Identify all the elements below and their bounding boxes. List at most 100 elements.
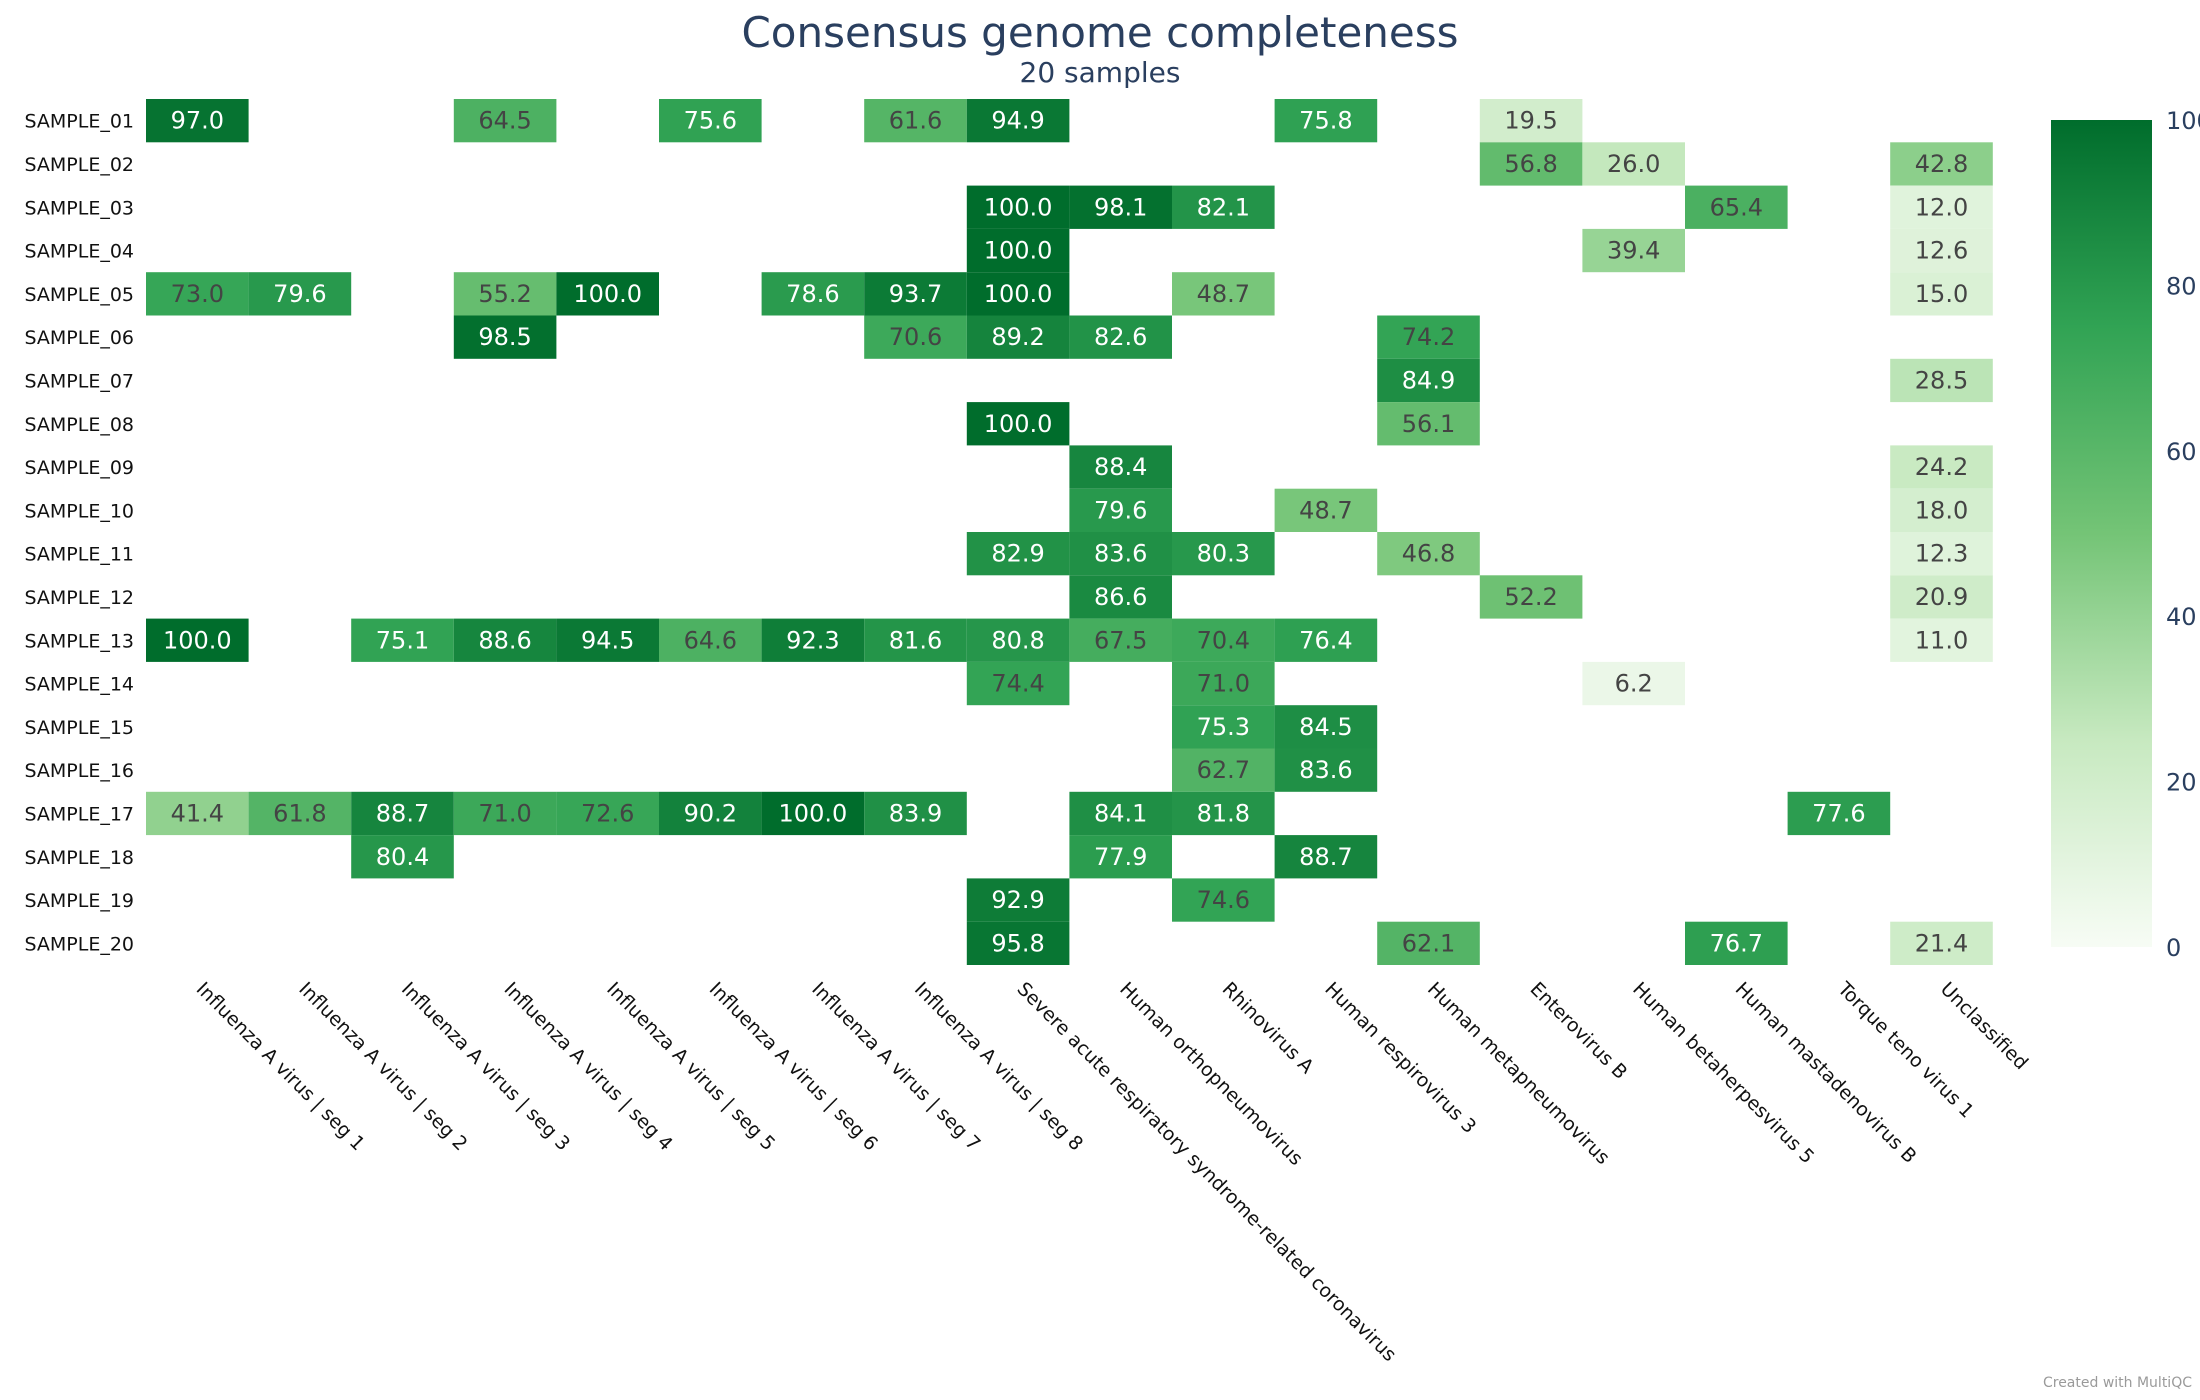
heatmap-cell: [1172, 705, 1275, 749]
cell-value-label: 74.4: [991, 670, 1044, 698]
cell-value-label: 81.8: [1197, 799, 1250, 827]
cell-value-label: 20.9: [1915, 583, 1968, 611]
heatmap-cell: [1890, 358, 1993, 403]
heatmap-cell: [864, 618, 967, 662]
cell-value-label: 48.7: [1197, 280, 1250, 308]
cell-value-label: 80.8: [991, 626, 1044, 654]
cell-value-label: 70.6: [889, 323, 942, 351]
heatmap-cell: [1274, 835, 1378, 879]
cell-value-label: 79.6: [273, 280, 326, 308]
heatmap-cell: [864, 791, 967, 836]
heatmap-cell: [1377, 358, 1480, 403]
heatmap-cell: [1069, 835, 1172, 879]
cell-value-label: 98.5: [478, 323, 531, 351]
heatmap-cell: [761, 791, 865, 836]
heatmap-cell: [864, 99, 967, 143]
heatmap-cell: [966, 185, 1070, 229]
heatmap-cell: [1172, 185, 1275, 229]
heatmap-cell: [1069, 618, 1172, 662]
heatmap-cell: [556, 618, 659, 662]
row-label: SAMPLE_04: [24, 241, 134, 263]
heatmap-cell: [556, 791, 659, 836]
heatmap-cell: [1172, 661, 1275, 706]
cell-value-label: 84.1: [1094, 799, 1147, 827]
heatmap-cell: [864, 315, 967, 359]
heatmap-cell: [351, 791, 454, 836]
cell-value-label: 76.4: [1299, 626, 1352, 654]
heatmap-cell: [864, 272, 967, 316]
cell-value-label: 84.5: [1299, 713, 1352, 741]
cell-value-label: 100.0: [779, 799, 848, 827]
row-label: SAMPLE_09: [24, 457, 134, 479]
cell-value-label: 97.0: [171, 107, 224, 135]
heatmap-cell: [1172, 272, 1275, 316]
cell-value-label: 75.1: [376, 626, 429, 654]
heatmap-cell: [1069, 575, 1172, 619]
row-label: SAMPLE_02: [24, 154, 134, 176]
row-label: SAMPLE_03: [24, 197, 134, 219]
heatmap-cell: [1172, 532, 1275, 576]
colorbar-tick-label: 20: [2166, 769, 2197, 797]
column-label: Influenza A virus | seg 8: [910, 978, 1087, 1155]
chart-subtitle: 20 samples: [1020, 56, 1181, 89]
colorbar-tick-label: 40: [2166, 603, 2197, 631]
heatmap-cell: [1069, 445, 1172, 489]
row-label: SAMPLE_16: [24, 760, 134, 782]
column-label: Influenza A virus | seg 2: [294, 978, 471, 1155]
cell-value-label: 75.8: [1299, 107, 1352, 135]
cell-value-label: 39.4: [1607, 237, 1660, 265]
heatmap-cell: [1172, 618, 1275, 662]
heatmap-cell: [146, 791, 249, 836]
cell-value-label: 62.1: [1402, 929, 1455, 957]
cell-value-label: 21.4: [1915, 929, 1968, 957]
row-label: SAMPLE_20: [24, 933, 134, 955]
column-label: Influenza A virus | seg 7: [807, 978, 984, 1155]
heatmap-cell: [966, 402, 1070, 446]
credit-text: Created with MultiQC: [2043, 1375, 2192, 1391]
cell-value-label: 89.2: [991, 323, 1044, 351]
heatmap-cell: [966, 228, 1070, 273]
cell-value-label: 88.7: [1299, 843, 1352, 871]
heatmap-cell: [1890, 575, 1993, 619]
row-label: SAMPLE_07: [24, 370, 134, 392]
cell-value-label: 41.4: [171, 799, 224, 827]
heatmap-cell: [966, 532, 1070, 576]
row-label: SAMPLE_08: [24, 414, 134, 436]
cell-value-label: 70.4: [1197, 626, 1250, 654]
cell-value-label: 26.0: [1607, 150, 1660, 178]
row-labels: SAMPLE_01 SAMPLE_02 SAMPLE_03 SAMPLE_04 SAMP…: [24, 111, 134, 956]
colorbar-ticks: 0 20 40 60 80 100: [2166, 107, 2200, 962]
cell-value-label: 88.4: [1094, 453, 1147, 481]
row-label: SAMPLE_10: [24, 500, 134, 522]
heatmap-cell: [1172, 878, 1275, 922]
heatmap-cell: [1274, 618, 1378, 662]
cell-value-label: 98.1: [1094, 193, 1147, 221]
row-label: SAMPLE_12: [24, 587, 134, 609]
heatmap-cell: [659, 99, 762, 143]
colorbar-tick-label: 100: [2166, 107, 2200, 135]
cell-value-label: 93.7: [889, 280, 942, 308]
cell-value-label: 12.3: [1915, 540, 1968, 568]
heatmap-cell: [966, 878, 1070, 922]
heatmap-cell: [248, 791, 352, 836]
heatmap-cell: [1479, 99, 1583, 143]
cell-value-label: 77.9: [1094, 843, 1147, 871]
heatmap-cells: 97.0 64.5 75.6 61.6 94.9 75.8 19.5 56.8 26.0 42.8…: [146, 99, 1993, 965]
cell-value-label: 75.6: [684, 107, 737, 135]
row-label: SAMPLE_18: [24, 847, 134, 869]
heatmap-cell: [1479, 575, 1583, 619]
heatmap-cell: [453, 618, 557, 662]
cell-value-label: 71.0: [1197, 670, 1250, 698]
row-label: SAMPLE_06: [24, 327, 134, 349]
heatmap-cell: [1890, 618, 1993, 662]
heatmap-cell: [351, 835, 454, 879]
heatmap-cell: [556, 272, 659, 316]
cell-value-label: 62.7: [1197, 756, 1250, 784]
heatmap-cell: [1890, 185, 1993, 229]
row-label: SAMPLE_13: [24, 630, 134, 652]
row-label: SAMPLE_01: [24, 111, 134, 133]
heatmap-cell: [1890, 532, 1993, 576]
cell-value-label: 64.5: [478, 107, 531, 135]
